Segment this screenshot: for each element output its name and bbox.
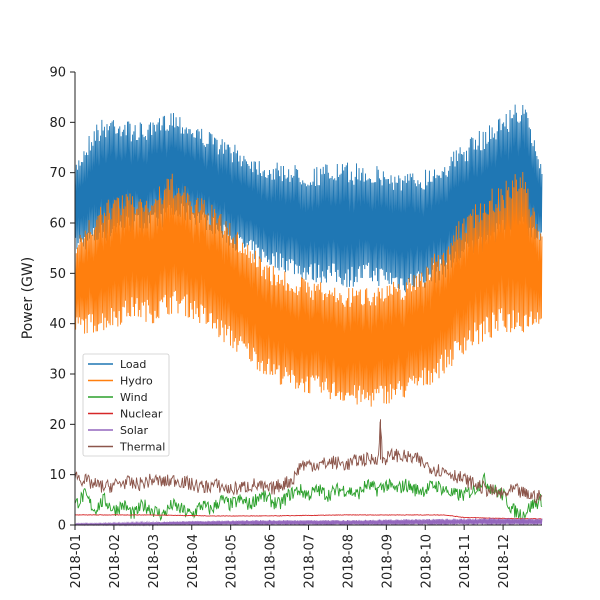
series-line-wind <box>74 472 543 522</box>
series-line-load <box>74 104 543 293</box>
series-line-hydro <box>74 171 543 407</box>
y-tick-label-70: 70 <box>49 166 66 181</box>
x-tick-label-2018-09: 2018-09 <box>380 534 395 588</box>
series-thermal <box>74 419 543 505</box>
x-tick-label-2018-01: 2018-01 <box>69 534 84 588</box>
y-tick-label-80: 80 <box>49 116 66 131</box>
y-tick-label-20: 20 <box>49 418 66 433</box>
y-tick-label-30: 30 <box>49 368 66 383</box>
legend: Load Hydro Wind Nuclear Solar Thermal <box>82 353 170 457</box>
plot-area <box>74 104 543 527</box>
series-wind <box>74 472 543 522</box>
series-solar <box>74 518 543 527</box>
x-tick-label-2018-05: 2018-05 <box>225 534 240 588</box>
y-tick-label-50: 50 <box>49 267 66 282</box>
y-tick-label-10: 10 <box>49 468 66 483</box>
y-tick-label-40: 40 <box>49 317 66 332</box>
y-ticks: 0 10 20 30 40 50 60 70 80 90 <box>49 66 75 534</box>
x-tick-label-2018-07: 2018-07 <box>303 534 318 588</box>
series-hydro <box>74 171 543 407</box>
y-tick-label-90: 90 <box>49 66 66 81</box>
x-tick-label-2018-08: 2018-08 <box>341 534 356 588</box>
series-load <box>74 104 543 293</box>
x-tick-label-2018-04: 2018-04 <box>186 534 201 588</box>
series-nuclear <box>74 514 543 520</box>
x-ticks: 2018-01 2018-02 2018-03 2018-04 2018-05 2018-… <box>69 525 512 588</box>
series-line-nuclear <box>74 514 543 520</box>
x-tick-label-2018-11: 2018-11 <box>458 534 473 588</box>
legend-label-solar: Solar <box>120 424 149 437</box>
x-tick-label-2018-10: 2018-10 <box>419 534 434 588</box>
legend-label-wind: Wind <box>120 391 148 404</box>
y-axis-title: Power (GW) <box>20 257 36 339</box>
series-line-thermal <box>74 421 543 505</box>
legend-label-hydro: Hydro <box>120 375 153 388</box>
x-tick-label-2018-06: 2018-06 <box>264 534 279 588</box>
legend-label-thermal: Thermal <box>119 441 165 454</box>
legend-label-load: Load <box>120 358 146 371</box>
x-tick-label-2018-02: 2018-02 <box>108 534 123 588</box>
series-line-solar <box>74 518 543 527</box>
x-tick-label-2018-12: 2018-12 <box>497 534 512 588</box>
legend-label-nuclear: Nuclear <box>120 408 163 421</box>
y-tick-label-60: 60 <box>49 217 66 232</box>
x-tick-label-2018-03: 2018-03 <box>147 534 162 588</box>
y-tick-label-0: 0 <box>58 519 66 534</box>
